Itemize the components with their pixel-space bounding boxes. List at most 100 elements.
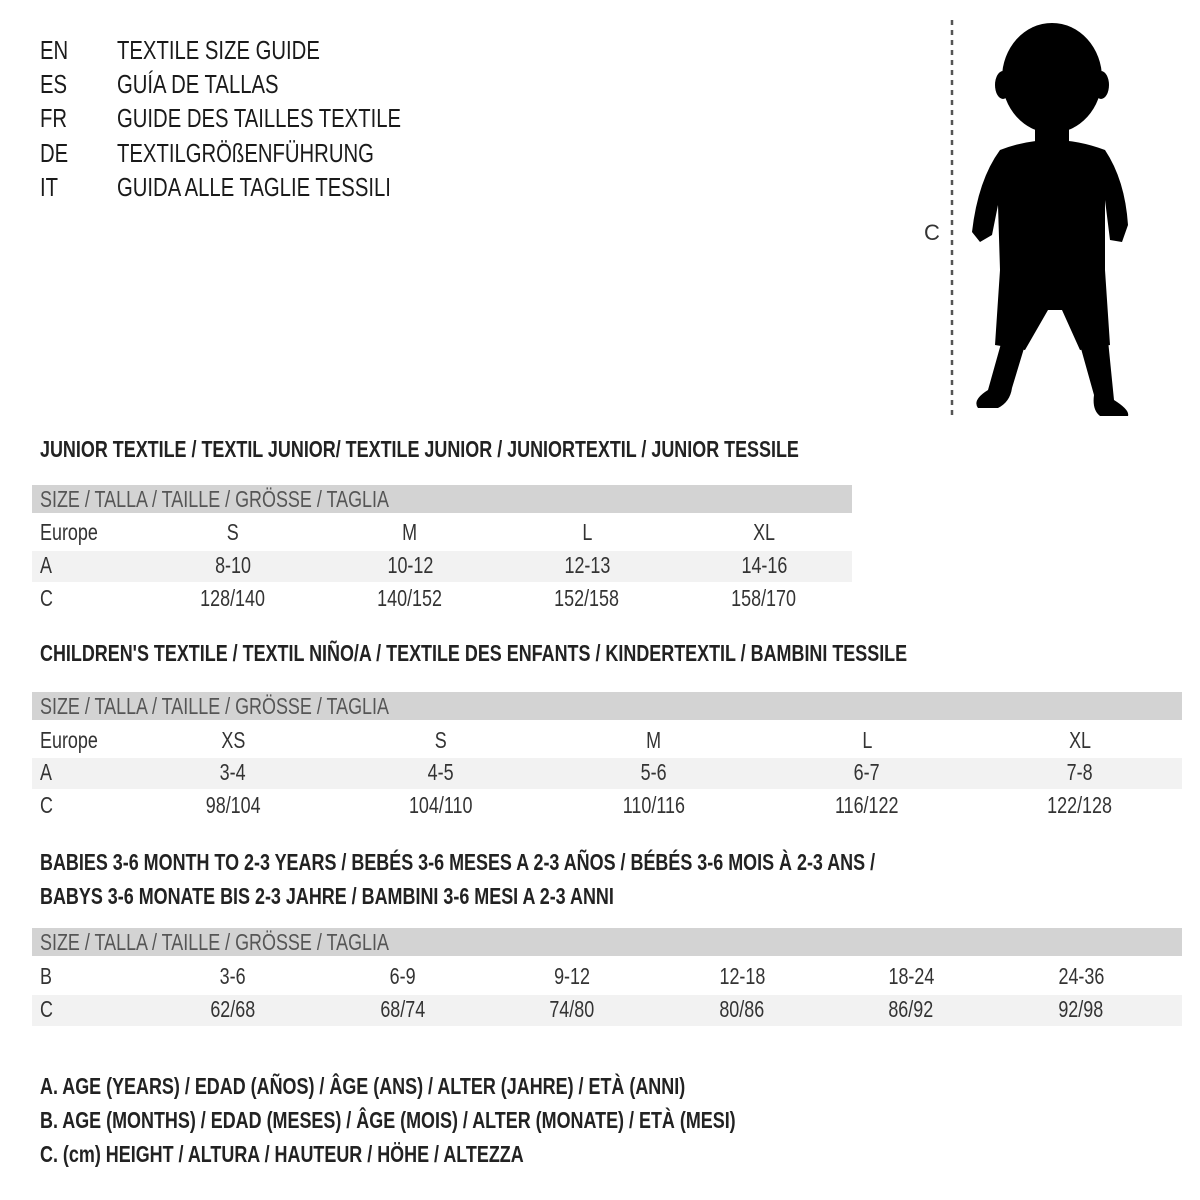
table-title: BABYS 3-6 MONATE BIS 2-3 JAHRE / BAMBINI… — [40, 881, 614, 911]
table-cell-text: S — [435, 727, 447, 753]
table-cell: 6-7 — [792, 757, 942, 787]
table-cell-text: 92/98 — [1058, 996, 1104, 1022]
table-cell: M — [579, 725, 729, 755]
row-label: A — [40, 757, 52, 787]
size-header-bar: SIZE / TALLA / TAILLE / GRÖSSE / TAGLIA — [32, 928, 1182, 956]
table-cell: XS — [158, 725, 308, 755]
language-title-text: GUIDA ALLE TAGLIE TESSILI — [117, 172, 391, 202]
table-cell-text: 8-10 — [215, 552, 251, 578]
table-cell-text: 6-9 — [390, 963, 416, 989]
table-cell-text: 104/110 — [409, 792, 473, 818]
table-cell-text: 98/104 — [205, 792, 261, 818]
table-cell-text: 158/170 — [731, 585, 797, 611]
table-cell-text: M — [402, 519, 418, 545]
size-header: SIZE / TALLA / TAILLE / GRÖSSE / TAGLIA — [40, 485, 389, 513]
table-cell-text: 68/74 — [380, 996, 426, 1022]
table-cell: 5-6 — [579, 757, 729, 787]
table-cell-text: XL — [753, 519, 775, 545]
table-cell-text: S — [227, 519, 239, 545]
table-cell: 12-18 — [667, 961, 817, 991]
size-header-bar: SIZE / TALLA / TAILLE / GRÖSSE / TAGLIA — [32, 485, 852, 513]
language-code-text: EN — [40, 35, 69, 65]
table-cell-text: 116/122 — [835, 792, 899, 818]
language-title: GUÍA DE TALLAS — [117, 69, 279, 99]
table-cell: 6-9 — [328, 961, 478, 991]
table-cell: 128/140 — [158, 583, 308, 613]
language-code-text: IT — [40, 172, 59, 202]
height-label: C — [924, 220, 940, 245]
table-cell: 86/92 — [836, 994, 986, 1024]
table-cell: 104/110 — [366, 790, 516, 820]
table-cell: 122/128 — [1005, 790, 1155, 820]
table-cell: 14-16 — [689, 550, 839, 580]
language-code-text: ES — [40, 69, 68, 99]
table-cell-text: L — [862, 727, 872, 753]
table-title-text: CHILDREN'S TEXTILE / TEXTIL NIÑO/A / TEX… — [40, 640, 908, 666]
table-cell: XL — [689, 517, 839, 547]
row-label-text: B — [40, 963, 52, 989]
child-figure-icon — [972, 23, 1129, 416]
legend-item: A. AGE (YEARS) / EDAD (AÑOS) / ÂGE (ANS)… — [40, 1071, 685, 1101]
size-header: SIZE / TALLA / TAILLE / GRÖSSE / TAGLIA — [40, 928, 389, 956]
legend-text: A. AGE (YEARS) / EDAD (AÑOS) / ÂGE (ANS)… — [40, 1073, 686, 1099]
row-label: C — [40, 583, 53, 613]
table-cell: 98/104 — [158, 790, 308, 820]
table-cell-text: 18-24 — [888, 963, 934, 989]
language-title-text: GUIDE DES TAILLES TEXTILE — [117, 103, 402, 133]
table-cell: L — [792, 725, 942, 755]
language-code-text: FR — [40, 103, 68, 133]
table-cell-text: 110/116 — [622, 792, 686, 818]
row-band — [32, 995, 1182, 1026]
table-cell: 8-10 — [158, 550, 308, 580]
table-cell-text: L — [582, 519, 592, 545]
table-cell-text: 12-18 — [719, 963, 765, 989]
row-label-text: C — [40, 792, 53, 818]
size-header-bar: SIZE / TALLA / TAILLE / GRÖSSE / TAGLIA — [32, 692, 1182, 720]
table-cell-text: 10-12 — [387, 552, 433, 578]
table-cell: M — [335, 517, 485, 547]
language-code: DE — [40, 138, 68, 168]
table-cell: 68/74 — [328, 994, 478, 1024]
table-cell: 18-24 — [836, 961, 986, 991]
table-cell: 3-4 — [158, 757, 308, 787]
legend-text: C. (cm) HEIGHT / ALTURA / HAUTEUR / HÖHE… — [40, 1141, 524, 1167]
language-code: IT — [40, 172, 58, 202]
language-title: TEXTILE SIZE GUIDE — [117, 35, 320, 65]
row-label-text: A — [40, 759, 52, 785]
row-label-text: Europe — [40, 519, 98, 545]
table-cell-text: 6-7 — [854, 759, 880, 785]
table-title-text: BABYS 3-6 MONATE BIS 2-3 JAHRE / BAMBINI… — [40, 883, 614, 909]
size-header: SIZE / TALLA / TAILLE / GRÖSSE / TAGLIA — [40, 692, 389, 720]
language-title-text: TEXTILE SIZE GUIDE — [117, 35, 320, 65]
table-title: BABIES 3-6 MONTH TO 2-3 YEARS / BEBÉS 3-… — [40, 847, 875, 877]
table-cell: 80/86 — [667, 994, 817, 1024]
legend-item: C. (cm) HEIGHT / ALTURA / HAUTEUR / HÖHE… — [40, 1139, 524, 1169]
row-label: Europe — [40, 725, 98, 755]
table-cell-text: 12-13 — [564, 552, 610, 578]
table-cell-text: 86/92 — [888, 996, 934, 1022]
table-cell: 62/68 — [158, 994, 308, 1024]
table-cell-text: 7-8 — [1067, 759, 1093, 785]
row-band — [32, 551, 852, 582]
row-label: C — [40, 790, 53, 820]
table-cell: 152/158 — [512, 583, 662, 613]
language-code-text: DE — [40, 138, 69, 168]
table-cell-text: 152/158 — [554, 585, 620, 611]
table-cell: 24-36 — [1006, 961, 1156, 991]
table-title-text: BABIES 3-6 MONTH TO 2-3 YEARS / BEBÉS 3-… — [40, 849, 876, 875]
row-band — [32, 758, 1182, 789]
table-title: CHILDREN'S TEXTILE / TEXTIL NIÑO/A / TEX… — [40, 638, 907, 668]
size-header-text: SIZE / TALLA / TAILLE / GRÖSSE / TAGLIA — [40, 929, 389, 955]
legend-item: B. AGE (MONTHS) / EDAD (MESES) / ÂGE (MO… — [40, 1105, 736, 1135]
table-cell: L — [512, 517, 662, 547]
table-cell: 110/116 — [579, 790, 729, 820]
table-cell-text: 128/140 — [200, 585, 266, 611]
table-cell-text: 3-4 — [220, 759, 246, 785]
table-cell: 92/98 — [1006, 994, 1156, 1024]
row-label-text: C — [40, 996, 53, 1022]
language-title: GUIDE DES TAILLES TEXTILE — [117, 103, 401, 133]
child-silhouette: C — [924, 20, 1129, 416]
table-cell: 10-12 — [335, 550, 485, 580]
table-cell-text: 80/86 — [719, 996, 765, 1022]
language-code: FR — [40, 103, 67, 133]
